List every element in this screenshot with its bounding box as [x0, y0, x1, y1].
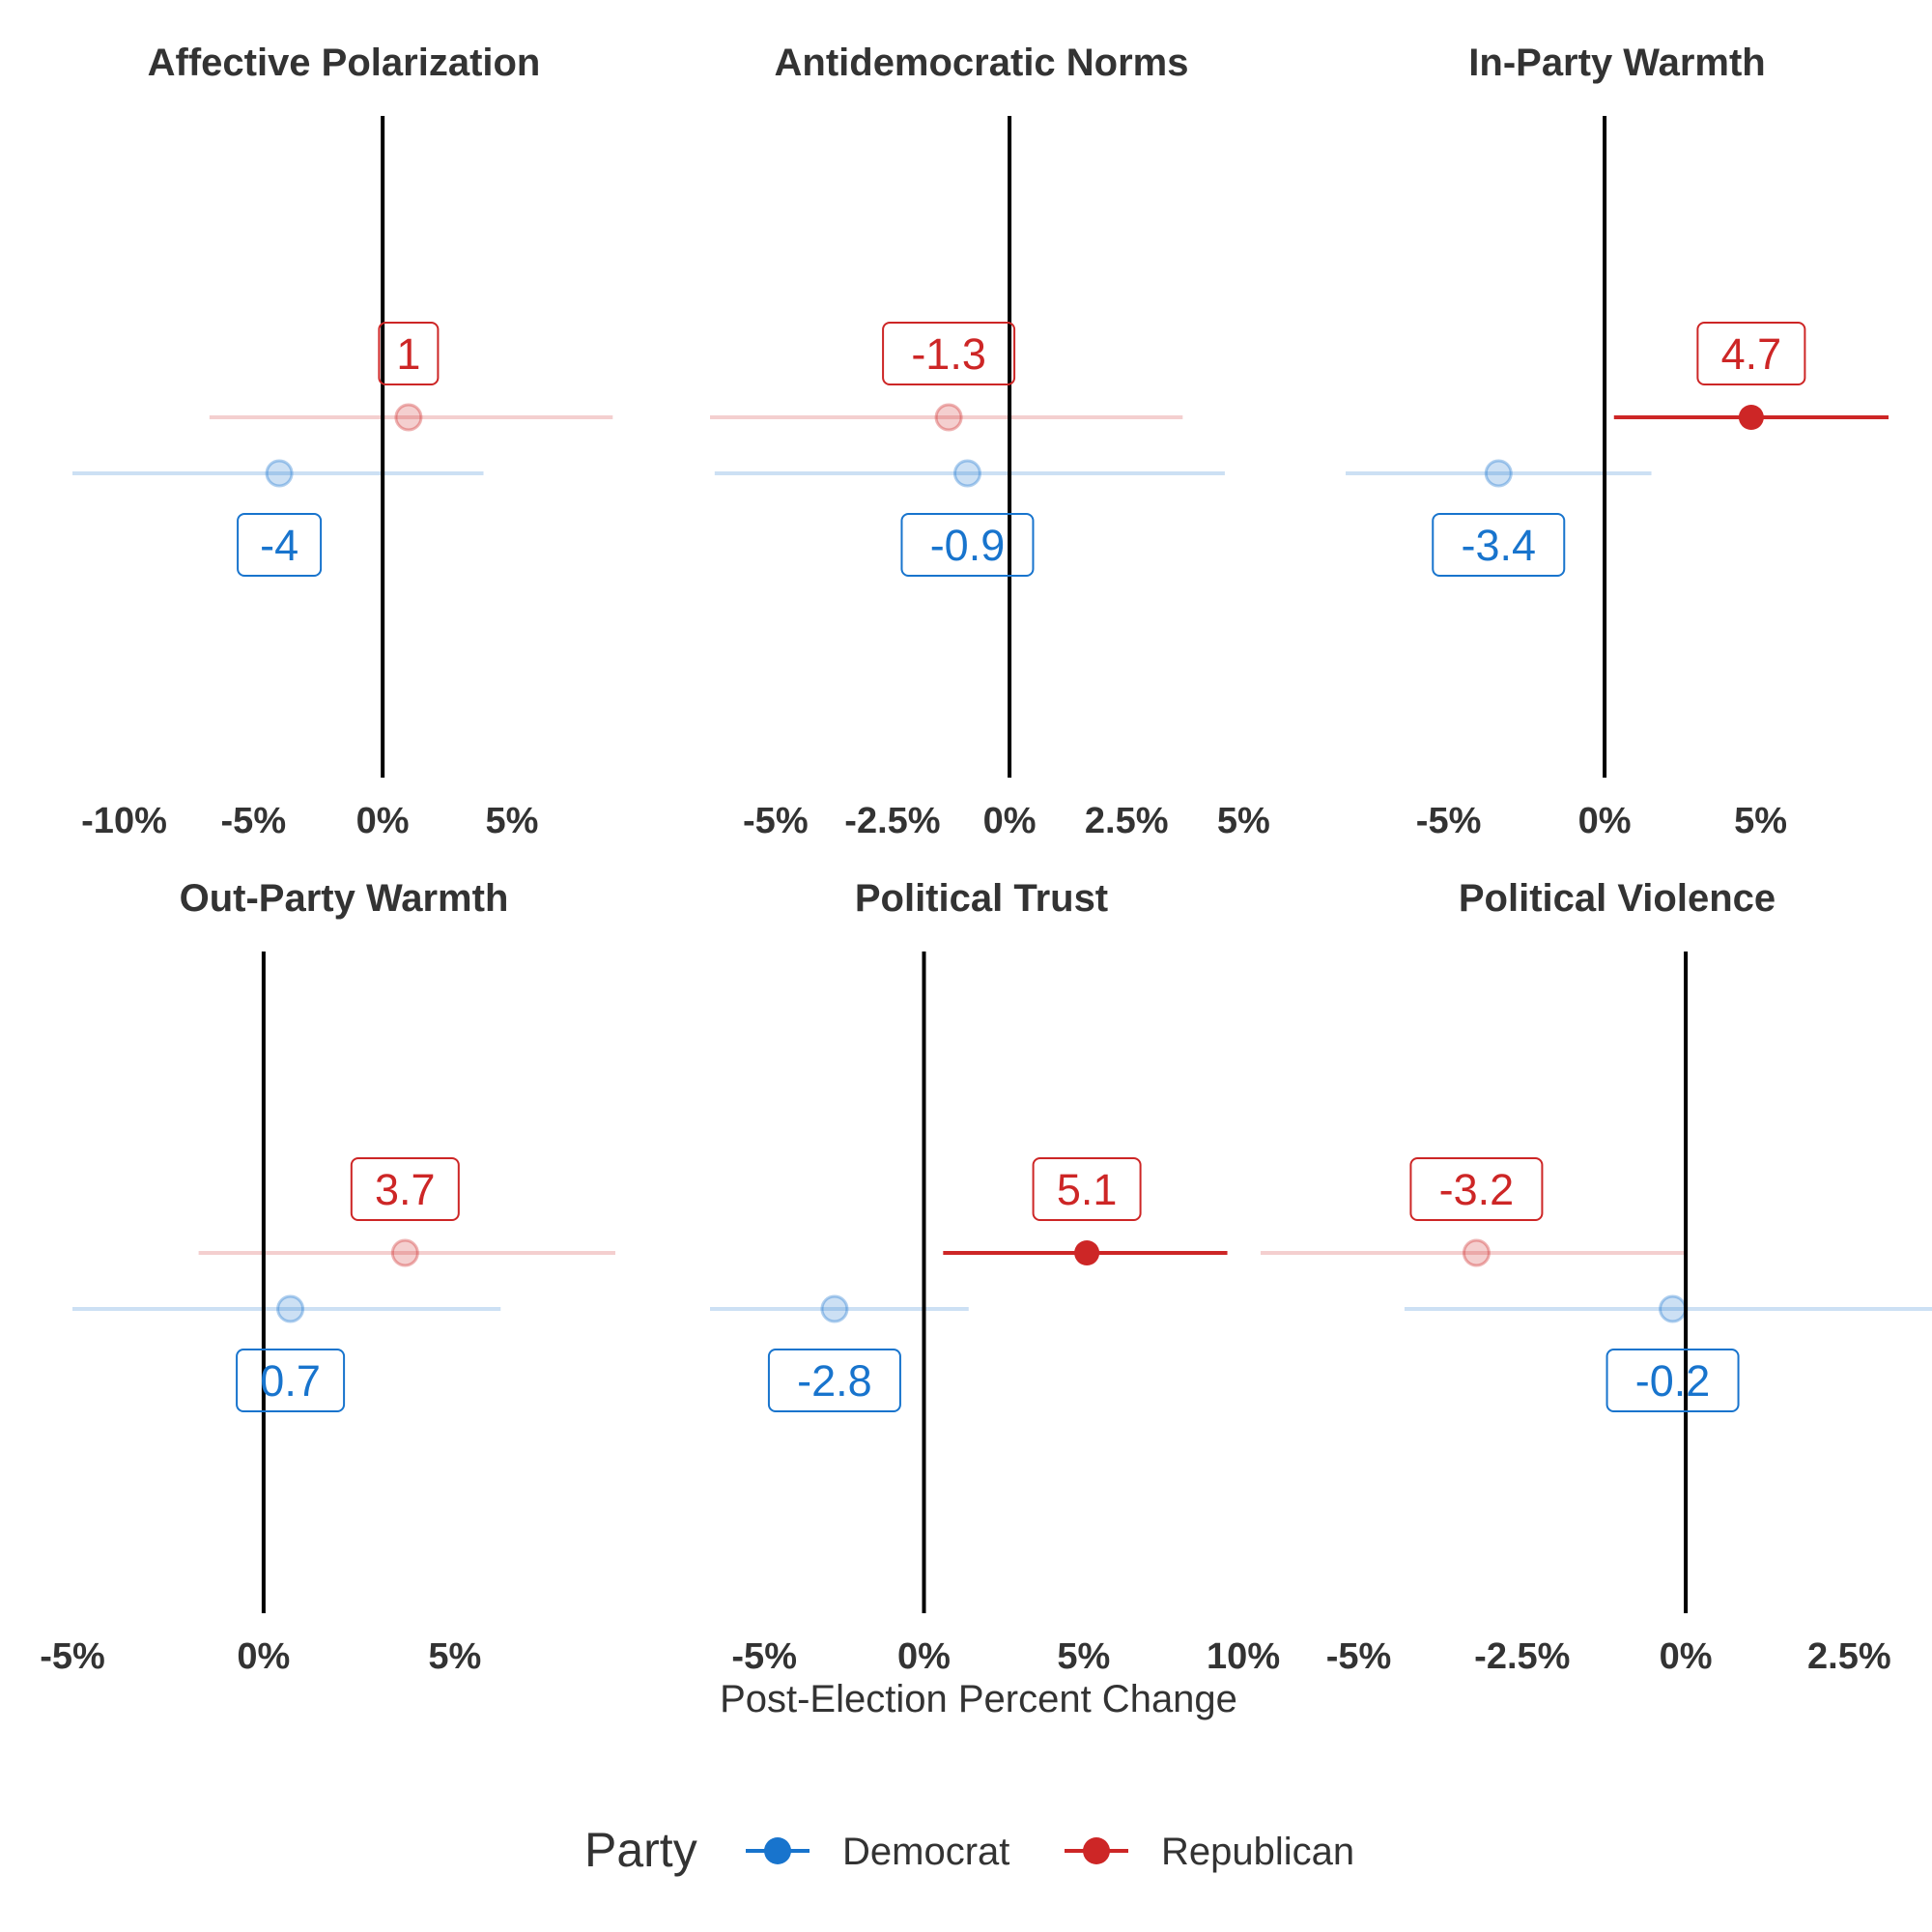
data-label-text: -3.4: [1461, 521, 1536, 570]
data-label-box: [1032, 1157, 1142, 1221]
data-label-text: -3.2: [1439, 1165, 1515, 1214]
data-label-box: [236, 1349, 346, 1412]
data-label-box: [1432, 513, 1566, 577]
panel-title: Political Violence: [1459, 877, 1776, 920]
x-tick-label: 0%: [237, 1636, 290, 1677]
x-tick-label: 10%: [1207, 1636, 1280, 1677]
legend-title: Party: [584, 1823, 697, 1877]
data-label-box: [350, 1157, 460, 1221]
point-republican: [394, 403, 423, 432]
data-label-republican: 5.1: [1032, 1157, 1142, 1221]
data-label-democrat: -3.4: [1432, 513, 1566, 577]
data-label-text: -2.8: [797, 1356, 872, 1406]
point-republican: [390, 1238, 419, 1267]
point-democrat: [1659, 1294, 1688, 1323]
x-tick-label: 5%: [428, 1636, 481, 1677]
panel-affective-polarization: Affective Polarization -10% -5% 0% 5% 1 -4: [72, 42, 613, 841]
panel-title: Antidemocratic Norms: [775, 42, 1189, 84]
panel-title: Political Trust: [855, 877, 1108, 920]
data-label-text: -1.3: [911, 329, 986, 379]
x-tick-label: -5%: [221, 801, 287, 841]
legend-key-point-democrat: [764, 1837, 791, 1864]
data-label-box: [1409, 1157, 1544, 1221]
data-label-box: [900, 513, 1035, 577]
panel-political-trust: Political Trust -5% 0% 5% 10% 5.1 -2.8: [710, 877, 1280, 1677]
x-axis-title: Post-Election Percent Change: [720, 1678, 1237, 1720]
legend-key-point-republican: [1083, 1837, 1110, 1864]
data-label-text: -0.9: [930, 521, 1006, 570]
x-tick-label: 0%: [983, 801, 1037, 841]
panel-title: Affective Polarization: [148, 42, 541, 84]
point-democrat: [820, 1294, 849, 1323]
panel-title: Out-Party Warmth: [180, 877, 509, 920]
point-republican: [1462, 1238, 1491, 1267]
point-republican: [1738, 405, 1764, 430]
x-tick-label: -5%: [1326, 1636, 1392, 1677]
legend-label-democrat: Democrat: [842, 1831, 1009, 1873]
x-tick-label: -5%: [743, 801, 809, 841]
point-republican: [934, 403, 963, 432]
data-label-republican: -1.3: [882, 322, 1016, 385]
data-label-republican: -3.2: [1409, 1157, 1544, 1221]
point-republican: [1074, 1240, 1100, 1265]
data-label-republican: 4.7: [1696, 322, 1806, 385]
data-label-democrat: -4: [237, 513, 323, 577]
x-tick-label: 5%: [1734, 801, 1787, 841]
data-label-text: 4.7: [1721, 329, 1782, 379]
point-democrat: [952, 459, 981, 488]
point-democrat: [1484, 459, 1513, 488]
data-label-democrat: 0.7: [236, 1349, 346, 1412]
data-label-text: 5.1: [1057, 1165, 1118, 1214]
panel-antidemocratic-norms: Antidemocratic Norms -5% -2.5% 0% 2.5% 5% -1.3…: [710, 42, 1270, 841]
data-label-text: 0.7: [260, 1356, 321, 1406]
x-tick-label: 5%: [1057, 1636, 1110, 1677]
data-label-democrat: -0.9: [900, 513, 1035, 577]
panel-political-violence: Political Violence -5% -2.5% 0% 2.5% -3.2 -0.2: [1260, 877, 1932, 1677]
panels: Affective Polarization -10% -5% 0% 5% 1 -4 Anti…: [40, 42, 1932, 1677]
data-label-text: -4: [260, 521, 298, 570]
point-democrat: [276, 1294, 305, 1323]
panel-out-party-warmth: Out-Party Warmth -5% 0% 5% 3.7 0.7: [40, 877, 615, 1677]
data-label-text: -0.2: [1635, 1356, 1711, 1406]
x-tick-label: 0%: [356, 801, 410, 841]
data-label-box: [378, 322, 440, 385]
point-democrat: [265, 459, 294, 488]
x-tick-label: -5%: [1416, 801, 1482, 841]
x-tick-label: -10%: [81, 801, 167, 841]
x-tick-label: -2.5%: [1474, 1636, 1570, 1677]
data-label-box: [237, 513, 323, 577]
legend: Party Democrat Republican: [584, 1823, 1354, 1877]
x-tick-label: 0%: [897, 1636, 951, 1677]
data-label-text: 3.7: [375, 1165, 436, 1214]
data-label-republican: 3.7: [350, 1157, 460, 1221]
panel-title: In-Party Warmth: [1468, 42, 1765, 84]
legend-label-republican: Republican: [1161, 1831, 1354, 1873]
data-label-republican: 1: [378, 322, 440, 385]
x-tick-label: -2.5%: [844, 801, 940, 841]
data-label-democrat: -2.8: [767, 1349, 901, 1412]
x-tick-label: 2.5%: [1807, 1636, 1891, 1677]
data-label-box: [1605, 1349, 1740, 1412]
panel-in-party-warmth: In-Party Warmth -5% 0% 5% 4.7 -3.4: [1346, 42, 1889, 841]
data-label-democrat: -0.2: [1605, 1349, 1740, 1412]
x-tick-label: 5%: [485, 801, 538, 841]
x-tick-label: -5%: [731, 1636, 797, 1677]
x-tick-label: 0%: [1660, 1636, 1713, 1677]
data-label-text: 1: [396, 329, 420, 379]
x-tick-label: 0%: [1578, 801, 1632, 841]
x-tick-label: 5%: [1217, 801, 1270, 841]
x-tick-label: -5%: [40, 1636, 105, 1677]
data-label-box: [1696, 322, 1806, 385]
x-tick-label: 2.5%: [1085, 801, 1169, 841]
data-label-box: [882, 322, 1016, 385]
data-label-box: [767, 1349, 901, 1412]
